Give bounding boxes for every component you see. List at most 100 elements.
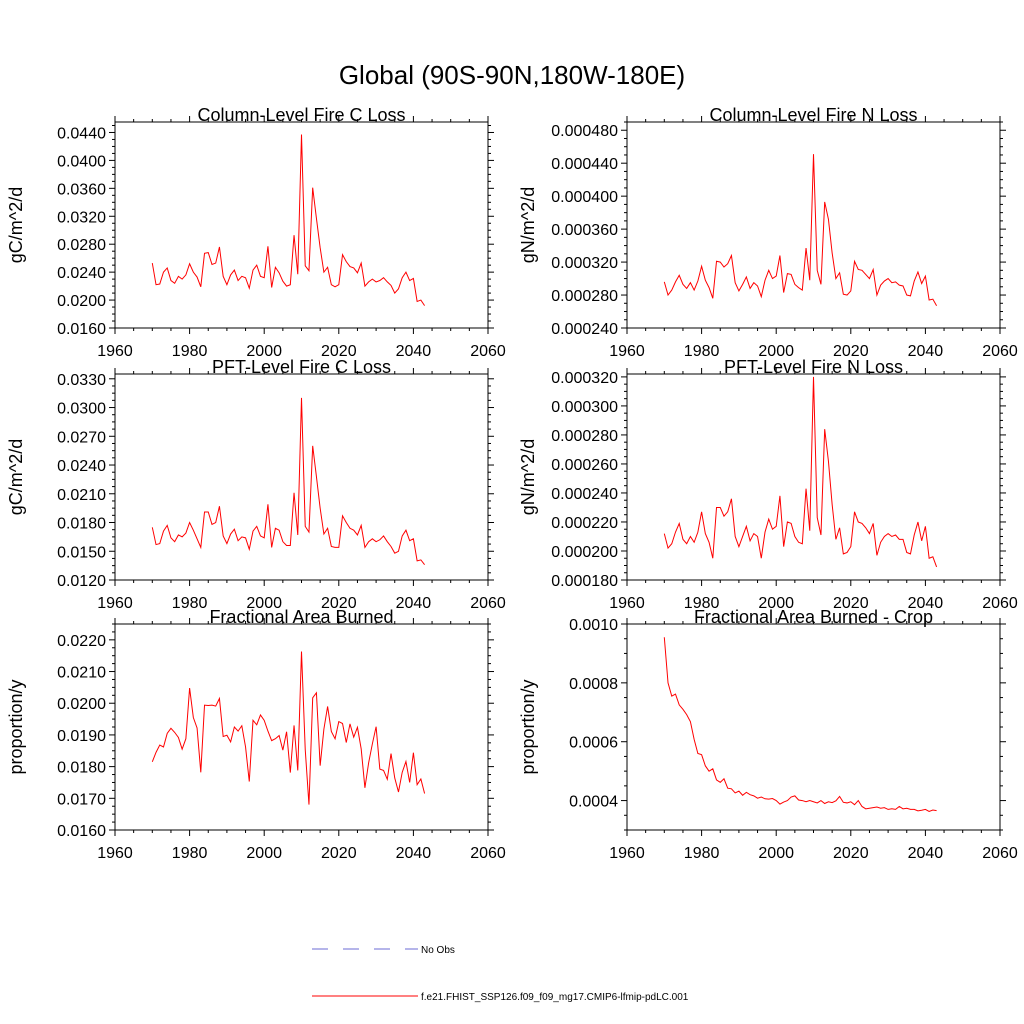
legend-obs-label: No Obs bbox=[421, 945, 455, 956]
y-tick-label: 0.0210 bbox=[57, 487, 106, 504]
x-tick-label: 1960 bbox=[97, 343, 133, 360]
y-tick-label: 0.0320 bbox=[57, 209, 106, 226]
x-tick-label: 2000 bbox=[758, 343, 794, 360]
y-tick-label: 0.000240 bbox=[551, 486, 618, 503]
y-tick-label: 0.000280 bbox=[551, 288, 618, 305]
x-tick-label: 2000 bbox=[758, 595, 794, 612]
panel-title: PFT-Level Fire C Loss bbox=[212, 357, 391, 377]
x-tick-label: 2000 bbox=[246, 343, 282, 360]
y-tick-label: 0.0330 bbox=[57, 372, 106, 389]
y-tick-label: 0.000300 bbox=[551, 399, 618, 416]
x-tick-label: 2060 bbox=[470, 343, 506, 360]
x-tick-label: 2020 bbox=[321, 595, 357, 612]
x-tick-label: 1960 bbox=[609, 845, 645, 862]
y-axis-label: gN/m^2/d bbox=[518, 439, 538, 515]
x-tick-label: 1960 bbox=[97, 595, 133, 612]
series-line bbox=[663, 637, 937, 813]
x-tick-label: 2040 bbox=[396, 343, 432, 360]
chart-panel-1: Column-Level Fire C Loss gC/m^2/d 1960 1980… bbox=[6, 105, 506, 360]
chart-panels: Column-Level Fire C Loss gC/m^2/d 1960 1980… bbox=[6, 105, 1018, 862]
y-tick-label: 0.0150 bbox=[57, 544, 106, 561]
y-tick-label: 0.000320 bbox=[551, 370, 618, 387]
plot-frame bbox=[626, 623, 1001, 831]
legend: No Obs f.e21.FHIST_SSP126.f09_f09_mg17.C… bbox=[312, 945, 689, 1003]
y-tick-label: 0.0220 bbox=[57, 633, 106, 650]
y-tick-label: 0.0200 bbox=[57, 696, 106, 713]
y-tick-label: 0.000220 bbox=[551, 515, 618, 532]
x-tick-label: 2040 bbox=[396, 845, 432, 862]
legend-model-label: f.e21.FHIST_SSP126.f09_f09_mg17.CMIP6-lf… bbox=[421, 992, 689, 1003]
x-tick-label: 1960 bbox=[609, 595, 645, 612]
panel-title: Column-Level Fire N Loss bbox=[709, 105, 917, 125]
x-tick-label: 1980 bbox=[684, 845, 720, 862]
chart-panel-3: PFT-Level Fire C Loss gC/m^2/d 1960 1980 200… bbox=[6, 357, 506, 612]
y-tick-label: 0.0006 bbox=[569, 735, 618, 752]
x-tick-label: 2060 bbox=[470, 595, 506, 612]
x-tick-label: 1980 bbox=[172, 845, 208, 862]
y-tick-label: 0.0280 bbox=[57, 237, 106, 254]
chart-panel-4: PFT-Level Fire N Loss gN/m^2/d 1960 1980 200… bbox=[518, 357, 1018, 612]
y-tick-label: 0.0120 bbox=[57, 573, 106, 590]
x-tick-label: 1980 bbox=[684, 595, 720, 612]
y-tick-label: 0.0160 bbox=[57, 823, 106, 840]
y-tick-label: 0.0190 bbox=[57, 728, 106, 745]
x-tick-label: 1980 bbox=[684, 343, 720, 360]
y-tick-label: 0.000360 bbox=[551, 222, 618, 239]
x-tick-label: 1960 bbox=[97, 845, 133, 862]
y-tick-label: 0.000200 bbox=[551, 544, 618, 561]
y-tick-label: 0.0180 bbox=[57, 760, 106, 777]
x-tick-label: 2060 bbox=[470, 845, 506, 862]
y-tick-label: 0.0004 bbox=[569, 794, 618, 811]
page-title: Global (90S-90N,180W-180E) bbox=[339, 60, 685, 90]
y-tick-label: 0.000440 bbox=[551, 156, 618, 173]
x-tick-label: 2060 bbox=[982, 845, 1018, 862]
y-axis-label: proportion/y bbox=[518, 679, 538, 774]
y-tick-label: 0.000480 bbox=[551, 123, 618, 140]
chart-panel-2: Column-Level Fire N Loss gN/m^2/d 1960 1980… bbox=[518, 105, 1018, 360]
y-tick-label: 0.0400 bbox=[57, 153, 106, 170]
x-tick-label: 2040 bbox=[908, 595, 944, 612]
x-tick-label: 1980 bbox=[172, 595, 208, 612]
y-tick-label: 0.0008 bbox=[569, 676, 618, 693]
chart-panel-6: Fractional Area Burned - Crop proportion/… bbox=[518, 607, 1018, 862]
y-axis-label: gN/m^2/d bbox=[518, 187, 538, 263]
y-tick-label: 0.0360 bbox=[57, 181, 106, 198]
series-line bbox=[663, 154, 938, 306]
y-tick-label: 0.000320 bbox=[551, 255, 618, 272]
x-tick-label: 2060 bbox=[982, 343, 1018, 360]
y-tick-label: 0.0160 bbox=[57, 321, 106, 338]
x-tick-label: 2040 bbox=[396, 595, 432, 612]
y-tick-label: 0.0180 bbox=[57, 516, 106, 533]
chart-panel-5: Fractional Area Burned proportion/y 1960 19… bbox=[6, 607, 506, 862]
y-tick-label: 0.000240 bbox=[551, 321, 618, 338]
x-tick-label: 2040 bbox=[908, 343, 944, 360]
series-line bbox=[663, 376, 938, 568]
panel-title: PFT-Level Fire N Loss bbox=[724, 357, 903, 377]
x-tick-label: 2020 bbox=[833, 845, 869, 862]
y-tick-label: 0.000260 bbox=[551, 457, 618, 474]
y-tick-label: 0.0170 bbox=[57, 791, 106, 808]
y-tick-label: 0.0440 bbox=[57, 125, 106, 142]
series-line bbox=[151, 134, 426, 306]
x-tick-label: 1960 bbox=[609, 343, 645, 360]
y-tick-label: 0.000400 bbox=[551, 189, 618, 206]
series-line bbox=[151, 651, 426, 805]
y-tick-label: 0.000180 bbox=[551, 573, 618, 590]
y-tick-label: 0.0240 bbox=[57, 265, 106, 282]
y-tick-label: 0.0210 bbox=[57, 665, 106, 682]
x-tick-label: 2020 bbox=[833, 343, 869, 360]
plot-frame bbox=[626, 373, 1001, 581]
series-line bbox=[151, 397, 425, 565]
y-tick-label: 0.0300 bbox=[57, 401, 106, 418]
x-tick-label: 2020 bbox=[321, 845, 357, 862]
panel-title: Fractional Area Burned bbox=[209, 607, 393, 627]
x-tick-label: 2000 bbox=[246, 595, 282, 612]
x-tick-label: 2040 bbox=[908, 845, 944, 862]
y-tick-label: 0.0010 bbox=[569, 617, 618, 634]
y-tick-label: 0.0200 bbox=[57, 293, 106, 310]
panel-title: Column-Level Fire C Loss bbox=[197, 105, 405, 125]
panel-title: Fractional Area Burned - Crop bbox=[694, 607, 933, 627]
y-axis-label: gC/m^2/d bbox=[6, 439, 26, 515]
x-tick-label: 1980 bbox=[172, 343, 208, 360]
y-tick-label: 0.000280 bbox=[551, 428, 618, 445]
